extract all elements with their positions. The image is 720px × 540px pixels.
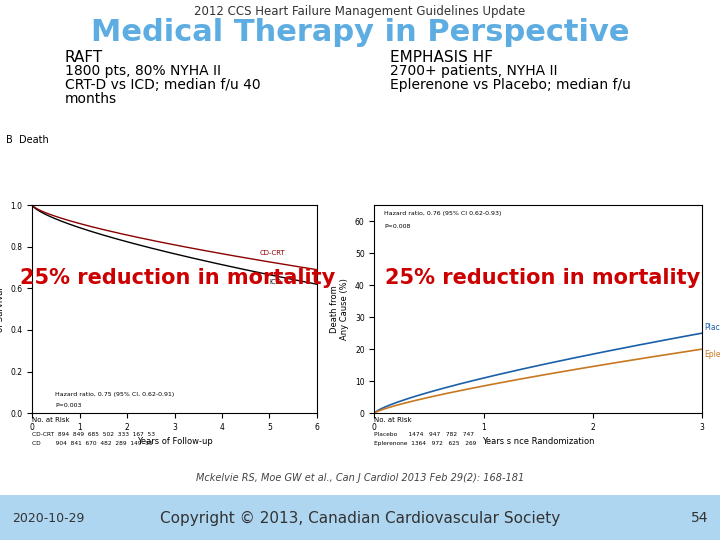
X-axis label: Years s nce Randomization: Years s nce Randomization <box>482 437 595 447</box>
Text: 2012 CCS Heart Failure Management Guidelines Update: 2012 CCS Heart Failure Management Guidel… <box>194 5 526 18</box>
Text: CD        904  841  670  482  289  149  35: CD 904 841 670 482 289 149 35 <box>32 441 153 446</box>
X-axis label: Years of Follow-up: Years of Follow-up <box>137 437 212 447</box>
Text: 2700+ patients, NYHA II: 2700+ patients, NYHA II <box>390 64 557 78</box>
Text: Eplerenone: Eplerenone <box>704 350 720 359</box>
Text: CD-CRT: CD-CRT <box>260 250 286 256</box>
Text: Medical Therapy in Perspective: Medical Therapy in Perspective <box>91 18 629 47</box>
Y-axis label: Death from
Any Cause (%): Death from Any Cause (%) <box>330 278 349 340</box>
Text: 25% reduction in mortality: 25% reduction in mortality <box>20 268 336 288</box>
Text: Hazard ratio, 0.76 (95% CI 0.62-0.93): Hazard ratio, 0.76 (95% CI 0.62-0.93) <box>384 212 502 217</box>
Text: EMPHASIS HF: EMPHASIS HF <box>390 50 493 65</box>
Text: No. at Risk: No. at Risk <box>374 417 412 423</box>
Text: P=0.008: P=0.008 <box>384 224 410 229</box>
Text: Copyright © 2013, Canadian Cardiovascular Society: Copyright © 2013, Canadian Cardiovascula… <box>160 510 560 525</box>
Text: B  Death: B Death <box>6 135 49 145</box>
Text: 1800 pts, 80% NYHA II: 1800 pts, 80% NYHA II <box>65 64 221 78</box>
Y-axis label: Probability
of Survival: Probability of Survival <box>0 287 5 332</box>
Text: ICD: ICD <box>269 279 282 285</box>
Text: months: months <box>65 92 117 106</box>
Text: Hazard ratio, 0.75 (95% CI, 0.62-0.91): Hazard ratio, 0.75 (95% CI, 0.62-0.91) <box>55 393 174 397</box>
Text: 25% reduction in mortality: 25% reduction in mortality <box>385 268 701 288</box>
Text: Eplerenone vs Placebo; median f/u: Eplerenone vs Placebo; median f/u <box>390 78 631 92</box>
FancyBboxPatch shape <box>0 495 720 540</box>
Text: Mckelvie RS, Moe GW et al., Can J Cardiol 2013 Feb 29(2): 168-181: Mckelvie RS, Moe GW et al., Can J Cardio… <box>196 473 524 483</box>
Text: RAFT: RAFT <box>65 50 103 65</box>
Text: P=0.003: P=0.003 <box>55 403 81 408</box>
Text: CD-CRT  894  849  685  502  333  167  53: CD-CRT 894 849 685 502 333 167 53 <box>32 432 156 437</box>
Text: No. at Risk: No. at Risk <box>32 417 70 423</box>
Text: Eplerenone  1364   972   625   269: Eplerenone 1364 972 625 269 <box>374 441 477 446</box>
Text: Placebo: Placebo <box>704 323 720 332</box>
Text: CRT-D vs ICD; median f/u 40: CRT-D vs ICD; median f/u 40 <box>65 78 261 92</box>
Text: 2020-10-29: 2020-10-29 <box>12 511 84 524</box>
Text: Placebo      1474   947   782   747: Placebo 1474 947 782 747 <box>374 432 474 437</box>
Text: 54: 54 <box>690 511 708 525</box>
